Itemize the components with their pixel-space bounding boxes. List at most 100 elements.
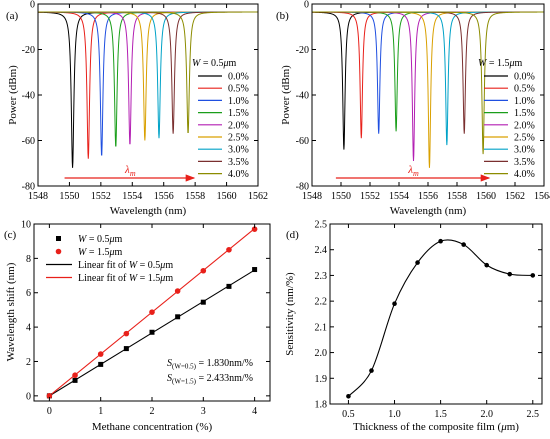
sensitivity-curve bbox=[348, 239, 533, 397]
x-tick-label: 0.5 bbox=[342, 409, 355, 420]
x-tick-label: 2.0 bbox=[480, 409, 493, 420]
xlabel-mu: μ bbox=[500, 421, 507, 433]
arrow-label-subscript: m bbox=[413, 169, 419, 178]
xlabel-suffix: m) bbox=[507, 421, 520, 433]
y-tick-label: -80 bbox=[22, 182, 35, 193]
legend-title-symbol: W bbox=[192, 58, 202, 69]
legend-symbol: W bbox=[78, 234, 88, 245]
data-point bbox=[346, 393, 351, 399]
annotation-subscript: (W=0.5) bbox=[172, 363, 197, 371]
panel-a: 1548 1550 1552 1554 1556 1558 1560 1562 0 -20 -40 -… bbox=[6, 0, 268, 217]
spectrum-curve-4.0% bbox=[38, 11, 258, 133]
annotation-value: = 1.830nm/% bbox=[196, 358, 253, 369]
x-tick-label: 1552 bbox=[91, 191, 111, 202]
legend-unit: m bbox=[165, 260, 173, 271]
legend-symbol: W bbox=[129, 273, 139, 284]
x-tick-label: 1550 bbox=[59, 191, 79, 202]
legend-prefix: Linear fit of bbox=[78, 273, 129, 284]
x-tick-label: 1.5 bbox=[434, 409, 447, 420]
annotation-subscript: (W=1.5) bbox=[172, 378, 197, 386]
panel-c-ylabel: Wavelength shift (nm) bbox=[5, 262, 17, 361]
data-point bbox=[392, 301, 397, 307]
panel-b-label: (b) bbox=[276, 10, 289, 22]
data-point-circle bbox=[72, 372, 78, 379]
x-tick-label: 1556 bbox=[154, 191, 174, 202]
panel-b-xlabel: Wavelength (nm) bbox=[390, 205, 467, 217]
arrow-label: λm bbox=[407, 164, 419, 178]
x-tick-label: 1562 bbox=[248, 191, 268, 202]
legend-entry: 0.0% bbox=[514, 72, 535, 83]
panel-a-legend: W = 0.5μm 0.0%0.5%1.0%1.5%2.0% 2.5%3.0%3.5… bbox=[192, 58, 249, 180]
panel-a-curves bbox=[38, 11, 258, 168]
legend-symbol: W bbox=[78, 247, 88, 258]
panel-c-ticks: 0 1 2 3 4 0 2 4 6 8 10 bbox=[21, 220, 270, 417]
legend-entry: 0.5% bbox=[514, 84, 535, 95]
legend-title-value: = 1.5 bbox=[486, 58, 509, 69]
data-point bbox=[461, 242, 466, 247]
x-tick-label: 1564 bbox=[534, 191, 550, 202]
x-tick-label: 1548 bbox=[28, 191, 48, 202]
legend-value: = 0.5 bbox=[137, 260, 160, 271]
panel-d-xlabel: Thickness of the composite film (μm) bbox=[353, 421, 519, 433]
y-tick-label: 0 bbox=[26, 391, 31, 402]
data-point-circle bbox=[200, 267, 207, 274]
panel-b-arrow: λm bbox=[335, 164, 491, 182]
x-tick-label: 3 bbox=[201, 406, 206, 417]
legend-entry: 3.5% bbox=[228, 157, 249, 168]
annotation-value: = 2.433nm/% bbox=[196, 373, 253, 384]
panel-b-ticks: 1548 1550 1552 1554 1556 1558 1560 1562 1564 0 -20… bbox=[296, 0, 550, 202]
legend-title-unit: m bbox=[229, 58, 237, 69]
panel-c-plot bbox=[46, 226, 258, 399]
data-point bbox=[369, 368, 374, 373]
data-point-circle bbox=[149, 309, 155, 315]
x-tick-label: 1.0 bbox=[388, 409, 401, 420]
legend-entry: W = 1.5μm bbox=[78, 247, 123, 258]
x-tick-label: 1560 bbox=[476, 191, 496, 202]
spectrum-curve-4.0% bbox=[312, 11, 544, 155]
legend-unit: m bbox=[165, 273, 173, 284]
xlabel-prefix: Thickness of the composite film ( bbox=[353, 421, 501, 433]
y-tick-label: -20 bbox=[22, 45, 35, 56]
y-tick-label: 4 bbox=[26, 323, 31, 334]
legend-entry: Linear fit of W = 1.5μm bbox=[78, 273, 173, 284]
legend-value: = 1.5 bbox=[86, 247, 109, 258]
y-tick-label: -80 bbox=[296, 182, 309, 193]
y-tick-label: 8 bbox=[26, 254, 31, 265]
data-point-square bbox=[226, 283, 232, 289]
y-tick-label: -60 bbox=[296, 136, 309, 147]
legend-entry: 1.0% bbox=[514, 96, 535, 107]
panel-b-legend: W = 1.5μm 0.0%0.5%1.0%1.5%2.0% 2.5%3.0%3.5… bbox=[478, 58, 535, 180]
panel-b: 1548 1550 1552 1554 1556 1558 1560 1562 1564 0 -20… bbox=[276, 0, 550, 217]
panel-a-ylabel: Power (dBm) bbox=[7, 65, 19, 125]
legend-entry: 2.0% bbox=[514, 120, 535, 131]
panel-a-xlabel: Wavelength (nm) bbox=[110, 205, 187, 217]
x-tick-label: 1554 bbox=[389, 191, 409, 202]
legend-entry: 2.5% bbox=[514, 133, 535, 144]
data-point-square bbox=[175, 314, 181, 320]
legend-entry: 3.0% bbox=[228, 145, 249, 156]
legend-mu: μ bbox=[159, 260, 165, 271]
x-tick-label: 2.5 bbox=[527, 409, 540, 420]
legend-entry: 4.0% bbox=[228, 169, 249, 180]
legend-entry: Linear fit of W = 0.5μm bbox=[78, 260, 173, 271]
x-tick-label: 1548 bbox=[302, 191, 322, 202]
panel-c-annotations: S(W=0.5) = 1.830nm/%S(W=1.5) = 2.433nm/% bbox=[167, 358, 253, 386]
y-tick-label: 0 bbox=[30, 0, 35, 11]
panel-d-label: (d) bbox=[286, 229, 299, 241]
y-tick-label: 1.8 bbox=[315, 400, 328, 411]
legend-entry: 0.5% bbox=[228, 84, 249, 95]
x-tick-label: 1556 bbox=[418, 191, 438, 202]
curves-group bbox=[38, 11, 258, 168]
data-point-circle bbox=[251, 226, 258, 232]
y-tick-label: 2.5 bbox=[315, 220, 328, 231]
legend-unit: m bbox=[115, 247, 123, 258]
panel-c-xlabel: Methane concentration (%) bbox=[92, 421, 213, 433]
data-point-square bbox=[72, 377, 78, 383]
legend-entry: 2.5% bbox=[228, 133, 249, 144]
y-tick-label: 2.3 bbox=[315, 271, 328, 282]
data-point bbox=[415, 260, 420, 265]
x-tick-label: 1550 bbox=[331, 191, 351, 202]
panel-a-arrow: λm bbox=[64, 164, 196, 182]
data-point bbox=[530, 273, 536, 278]
